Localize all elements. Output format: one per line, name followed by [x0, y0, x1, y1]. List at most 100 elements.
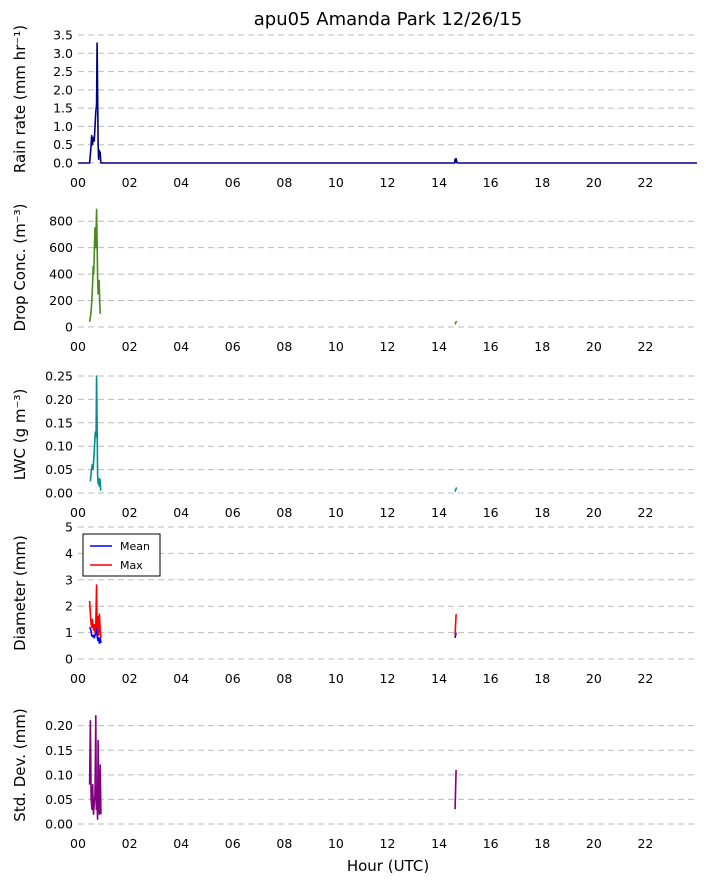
y-tick-label: 0 [65, 652, 73, 667]
y-tick-label: 0.10 [45, 767, 73, 782]
x-tick-label: 14 [431, 671, 447, 686]
x-tick-label: 20 [586, 339, 602, 354]
y-axis-label: Drop Conc. (m⁻³) [11, 203, 29, 331]
x-tick-label: 02 [122, 505, 138, 520]
x-tick-label: 00 [70, 505, 86, 520]
x-tick-label: 18 [534, 339, 550, 354]
y-tick-label: 3.5 [53, 28, 73, 43]
x-tick-label: 02 [122, 175, 138, 190]
y-tick-label: 4 [65, 546, 73, 561]
legend-box [82, 533, 161, 577]
x-tick-label: 00 [70, 836, 86, 851]
x-tick-label: 04 [173, 175, 189, 190]
y-tick-label: 400 [49, 267, 73, 282]
panels: 0.00.51.01.52.02.53.03.500 02 04 06 08 10 12 14… [11, 25, 697, 851]
legend-label: Max [120, 559, 143, 572]
x-tick-label: 10 [328, 505, 344, 520]
subplot-2: 0 200 400 600 800 00 02 04 06 08 10 12 14 16 18 20 22 Dro… [11, 203, 697, 354]
x-tick-label: 02 [122, 671, 138, 686]
x-tick-label: 00 [70, 175, 86, 190]
x-tick-label: 16 [483, 671, 499, 686]
x-tick-label: 18 [534, 671, 550, 686]
x-axis-label: Hour (UTC) [347, 857, 429, 875]
y-tick-label: 1.0 [53, 119, 73, 134]
legend: Mean Max [82, 533, 161, 577]
x-tick-label: 04 [173, 671, 189, 686]
series-line-2-segment-2 [454, 614, 457, 636]
series-line-1-segment-1 [89, 375, 102, 491]
y-tick-label: 5 [65, 520, 73, 535]
x-tick-label: 16 [483, 339, 499, 354]
y-tick-label: 2.5 [53, 64, 73, 79]
x-tick-label: 20 [586, 836, 602, 851]
y-tick-label: 0.15 [45, 415, 73, 430]
series-line-1-segment-1 [78, 42, 697, 164]
y-tick-label: 0.05 [45, 462, 73, 477]
x-tick-label: 12 [380, 671, 396, 686]
y-axis-label: Rain rate (mm hr⁻¹) [11, 25, 29, 173]
y-tick-label: 2.0 [53, 82, 73, 97]
y-tick-label: 0.20 [45, 392, 73, 407]
x-tick-label: 22 [637, 339, 653, 354]
x-tick-label: 22 [637, 505, 653, 520]
x-tick-label: 12 [380, 505, 396, 520]
x-tick-label: 18 [534, 175, 550, 190]
y-axis-label: LWC (g m⁻³) [11, 389, 29, 481]
x-tick-label: 08 [276, 339, 292, 354]
x-tick-label: 20 [586, 505, 602, 520]
x-tick-label: 04 [173, 339, 189, 354]
y-tick-label: 0.5 [53, 137, 73, 152]
series-line-2-segment-1 [88, 584, 102, 638]
y-tick-label: 3 [65, 572, 73, 587]
x-tick-label: 06 [225, 671, 241, 686]
y-axis-label: Diameter (mm) [11, 535, 29, 651]
x-tick-label: 16 [483, 505, 499, 520]
series-line-1-segment-1 [88, 715, 102, 820]
series-line-1-segment-1 [88, 208, 101, 322]
x-tick-label: 02 [122, 339, 138, 354]
legend-label: Mean [120, 540, 150, 553]
x-tick-label: 06 [225, 836, 241, 851]
x-tick-label: 16 [483, 175, 499, 190]
y-tick-label: 600 [49, 240, 73, 255]
x-tick-label: 14 [431, 175, 447, 190]
y-tick-label: 1 [65, 625, 73, 640]
x-tick-label: 16 [483, 836, 499, 851]
x-tick-label: 18 [534, 505, 550, 520]
x-tick-label: 22 [637, 671, 653, 686]
subplot-5: 0.00 0.05 0.10 0.15 0.20 00 02 04 06 08 10 12 14 16 18… [11, 708, 697, 851]
x-tick-label: 22 [637, 175, 653, 190]
y-tick-label: 0.05 [45, 792, 73, 807]
y-tick-label: 0 [65, 320, 73, 335]
x-tick-label: 22 [637, 836, 653, 851]
x-tick-label: 02 [122, 836, 138, 851]
x-tick-label: 06 [225, 175, 241, 190]
subplot-3: 0.00 0.05 0.10 0.15 0.20 0.25 00 02 04 06 08 10 12 14… [11, 369, 697, 520]
x-tick-label: 06 [225, 339, 241, 354]
y-tick-label: 0.10 [45, 439, 73, 454]
x-tick-label: 00 [70, 671, 86, 686]
x-tick-label: 10 [328, 836, 344, 851]
x-tick-label: 12 [380, 175, 396, 190]
y-tick-label: 0.00 [45, 486, 73, 501]
x-tick-label: 14 [431, 339, 447, 354]
x-tick-label: 14 [431, 505, 447, 520]
y-tick-label: 800 [49, 214, 73, 229]
x-tick-label: 10 [328, 339, 344, 354]
series-line-1-segment-2 [454, 769, 457, 810]
x-tick-label: 08 [276, 505, 292, 520]
x-tick-label: 10 [328, 671, 344, 686]
y-tick-label: 0.00 [45, 817, 73, 832]
x-tick-label: 04 [173, 505, 189, 520]
series-line-1-segment-2 [454, 320, 458, 325]
x-tick-label: 12 [380, 836, 396, 851]
y-tick-label: 0.0 [53, 156, 73, 171]
x-tick-label: 10 [328, 175, 344, 190]
chart-title: apu05 Amanda Park 12/26/15 [254, 9, 522, 30]
x-tick-label: 08 [276, 175, 292, 190]
x-tick-label: 20 [586, 175, 602, 190]
y-tick-label: 1.5 [53, 101, 73, 116]
x-tick-label: 08 [276, 671, 292, 686]
subplot-1: 0.0 0.5 1.0 1.5 2.0 2.5 3.0 3.5 00 02 04 06 08 10 12 14… [11, 25, 697, 190]
